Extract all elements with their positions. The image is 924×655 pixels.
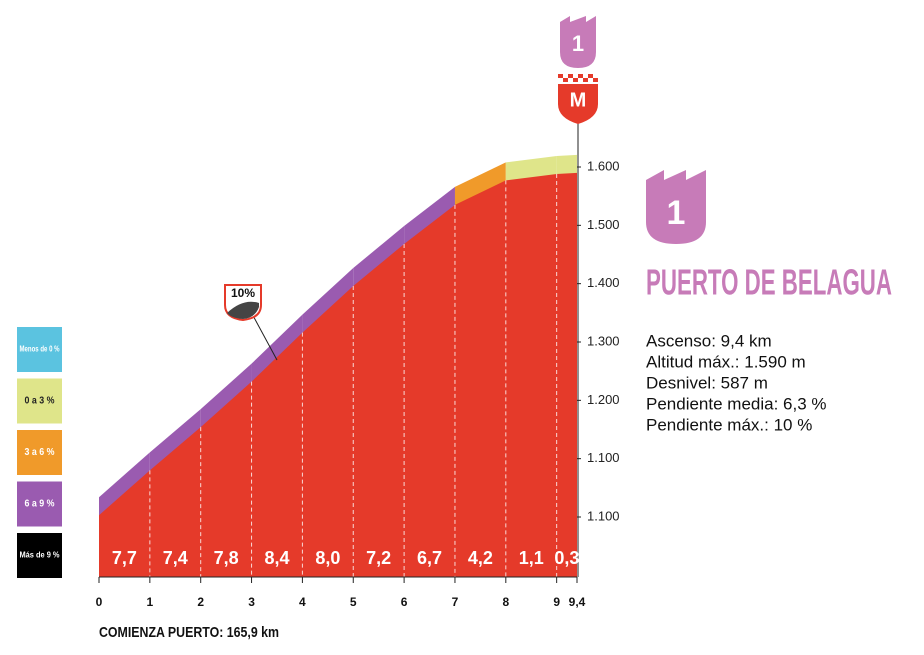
y-tick-label: 1.100 <box>587 450 620 465</box>
category-icon <box>560 16 596 68</box>
gradient-label: 7,4 <box>163 548 188 568</box>
x-tick-label: 9,4 <box>569 595 586 609</box>
stat-line: Ascenso: 9,4 km <box>646 331 772 350</box>
x-tick-label: 9 <box>553 595 560 609</box>
gradient-label: 4,2 <box>468 548 493 568</box>
x-tick-label: 6 <box>401 595 408 609</box>
legend-swatch <box>17 430 62 475</box>
gradient-band <box>149 409 201 472</box>
gradient-label: 0,3 <box>554 548 579 568</box>
finish-checker <box>558 74 598 82</box>
category-number: 1 <box>667 194 686 232</box>
annotation-slope <box>227 301 259 319</box>
legend-swatch <box>17 533 62 578</box>
profile-area <box>99 172 577 578</box>
legend-label: 3 a 6 % <box>25 447 55 458</box>
gradient-label: 7,7 <box>112 548 137 568</box>
legend-swatch <box>17 327 62 372</box>
gradient-band <box>556 154 577 175</box>
gradient-label: 6,7 <box>417 548 442 568</box>
annotation: 10% <box>231 286 255 300</box>
gradient-label: 8,4 <box>264 548 289 568</box>
stat-line: Desnivel: 587 m <box>646 373 768 392</box>
annotation-pointer <box>249 309 278 361</box>
gradient-band <box>505 156 557 182</box>
start-note: COMIENZA PUERTO: 165,9 km <box>99 624 279 641</box>
climb-title: PUERTO DE BELAGUA <box>646 262 892 303</box>
gradient-band <box>251 314 303 383</box>
x-tick-label: 1 <box>147 595 154 609</box>
finish-label: M <box>570 89 587 111</box>
x-tick-label: 2 <box>197 595 204 609</box>
y-tick-label: 1.100 <box>587 508 620 523</box>
legend-label: 0 a 3 % <box>25 396 55 407</box>
x-tick-label: 8 <box>502 595 509 609</box>
legend-label: Más de 9 % <box>20 551 60 560</box>
gradient-label: 7,8 <box>214 548 239 568</box>
legend-label: 6 a 9 % <box>25 499 55 510</box>
gradient-band <box>404 186 455 245</box>
x-tick-label: 3 <box>248 595 255 609</box>
gradient-band <box>200 363 252 429</box>
x-tick-label: 5 <box>350 595 357 609</box>
stat-line: Pendiente máx.: 10 % <box>646 415 812 434</box>
legend-swatch <box>17 378 62 424</box>
gradient-label: 7,2 <box>366 548 391 568</box>
gradient-band <box>353 226 405 287</box>
stats: Ascenso: 9,4 km Altitud máx.: 1.590 m Desn… <box>646 331 827 434</box>
legend-label: Menos de 0 % <box>20 345 60 354</box>
y-tick-label: 1.400 <box>587 275 620 290</box>
y-tick-label: 1.500 <box>587 217 620 232</box>
x-tick-label: 7 <box>452 595 459 609</box>
gradient-band <box>99 452 150 517</box>
category-number: 1 <box>572 31 584 56</box>
y-tick-label: 1.200 <box>587 392 620 407</box>
gradient-label: 1,1 <box>519 548 544 568</box>
x-tick-label: 4 <box>299 595 306 609</box>
finish-marker <box>558 84 598 124</box>
stat-line: Altitud máx.: 1.590 m <box>646 352 806 371</box>
plot: 7,7 7,4 7,8 8,4 8,0 7,2 6,7 4,2 1,1 0,3 0 1 2 3 4 5 6 7 8 9… <box>96 154 620 609</box>
gradient-label: 8,0 <box>315 548 340 568</box>
gradient-band <box>302 268 354 334</box>
y-tick-label: 1.300 <box>587 333 620 348</box>
legend-swatch <box>17 481 62 527</box>
stat-line: Pendiente media: 6,3 % <box>646 394 827 413</box>
category-icon-large <box>646 170 706 244</box>
x-tick-label: 0 <box>96 595 103 609</box>
gradient-band <box>454 162 506 206</box>
y-tick-label: 1.600 <box>587 158 620 173</box>
legend: Menos de 0 % 0 a 3 % 3 a 6 % 6 a 9 % Más de … <box>17 327 62 578</box>
